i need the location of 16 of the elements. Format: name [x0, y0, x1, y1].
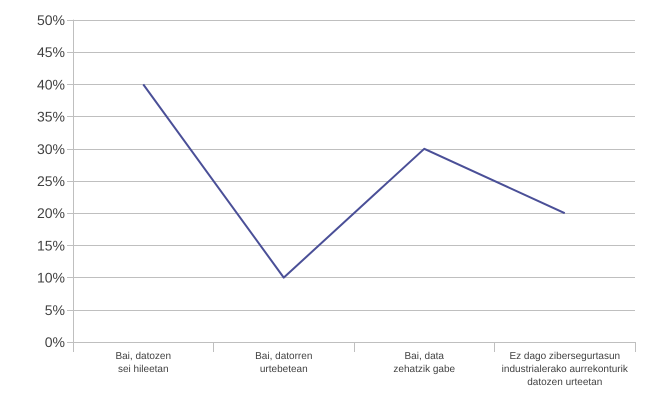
x-tick-label: Bai, data zehatzik gabe	[393, 351, 456, 375]
y-tick-label: 40%	[36, 76, 65, 92]
line-series	[142, 83, 566, 279]
x-tick-label: Bai, datozen sei hileetan	[115, 351, 172, 375]
y-tick-label: 30%	[36, 140, 65, 157]
y-tick-label: 5%	[44, 302, 65, 318]
y-tick-label: 0%	[44, 334, 65, 350]
y-tick-label: 10%	[36, 270, 65, 286]
y-tick-label: 35%	[36, 108, 65, 125]
y-tick-label: 20%	[36, 205, 65, 222]
x-tick-label: Bai, datorren urtebetean	[255, 351, 312, 375]
x-tick-label: Ez dago zibersegurtasun industrialerako aurrekonturik datozen urteetan	[502, 351, 629, 388]
y-tick-label: 45%	[36, 44, 65, 60]
y-tick-label: 50%	[36, 12, 65, 28]
y-tick-label: 25%	[36, 173, 65, 189]
y-tick-label: 15%	[36, 237, 65, 254]
